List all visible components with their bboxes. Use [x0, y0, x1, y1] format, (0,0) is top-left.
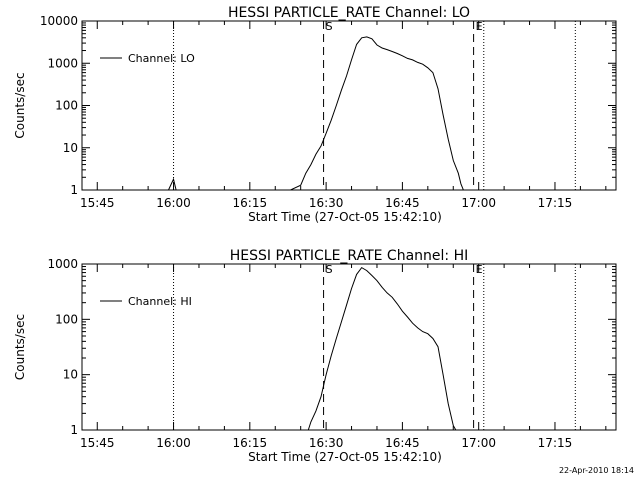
chart-title: HESSI PARTICLE_RATE Channel: HI — [230, 248, 468, 264]
x-tick-label: 16:45 — [385, 436, 420, 450]
y-tick-label: 100 — [55, 312, 78, 326]
marker-label: E — [476, 20, 483, 33]
series-line — [82, 36, 616, 191]
x-tick-label: 16:15 — [233, 436, 268, 450]
x-axis-label: Start Time (27-Oct-05 15:42:10) — [248, 210, 442, 224]
x-tick-label: 15:45 — [80, 196, 115, 210]
x-tick-label: 16:30 — [309, 196, 344, 210]
x-tick-label: 16:00 — [156, 196, 191, 210]
y-axis-label: Counts/sec — [13, 314, 27, 380]
legend-label: Channel: LO — [128, 52, 195, 65]
x-tick-label: 17:00 — [461, 436, 496, 450]
timestamp: 22-Apr-2010 18:14 — [558, 466, 634, 475]
plot-frame — [81, 20, 617, 191]
legend-label: Channel: HI — [128, 295, 192, 308]
chart-panel-1: HESSI PARTICLE_RATE Channel: LO 1 10 100 100… — [13, 5, 617, 224]
y-tick-label: 10 — [63, 141, 78, 155]
x-tick-label: 16:30 — [309, 436, 344, 450]
y-axis-label: Counts/sec — [13, 72, 27, 138]
plot-frame — [81, 263, 617, 431]
y-tick-label: 10000 — [40, 14, 78, 28]
marker-label: S — [326, 263, 333, 276]
x-tick-label: 16:45 — [385, 196, 420, 210]
x-tick-label: 17:15 — [538, 196, 573, 210]
x-tick-label: 17:15 — [538, 436, 573, 450]
y-tick-label: 1 — [70, 183, 78, 197]
chart-title: HESSI PARTICLE_RATE Channel: LO — [228, 5, 470, 21]
chart-panel-2: HESSI PARTICLE_RATE Channel: HI 1 10 100 100… — [13, 248, 617, 464]
y-tick-label: 10 — [63, 368, 78, 382]
y-tick-label: 100 — [55, 99, 78, 113]
x-axis-label: Start Time (27-Oct-05 15:42:10) — [248, 450, 442, 464]
series-line — [307, 266, 457, 431]
x-tick-label: 15:45 — [80, 436, 115, 450]
y-tick-label: 1000 — [47, 56, 78, 70]
y-tick-label: 1 — [70, 423, 78, 437]
y-tick-label: 1000 — [47, 257, 78, 271]
marker-label: S — [326, 20, 333, 33]
x-tick-label: 16:00 — [156, 436, 191, 450]
x-tick-label: 17:00 — [461, 196, 496, 210]
marker-label: E — [476, 263, 483, 276]
x-tick-label: 16:15 — [233, 196, 268, 210]
